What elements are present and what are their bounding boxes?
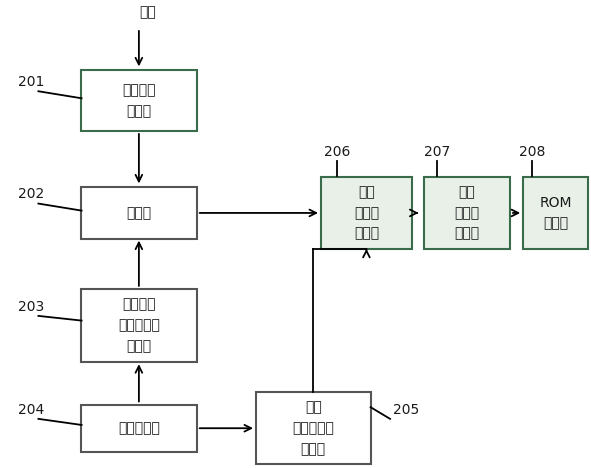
Text: ROM
查找表: ROM 查找表 [540,196,571,230]
Text: 206: 206 [324,145,350,159]
Text: 数据变化
检测器: 数据变化 检测器 [122,83,155,118]
Text: 201: 201 [18,75,44,89]
Text: 载波
相位控制字
发生器: 载波 相位控制字 发生器 [293,401,334,456]
Bar [424,176,509,249]
Bar [255,392,371,464]
Text: 203: 203 [18,300,44,314]
Text: 选通器: 选通器 [126,206,151,220]
Bar [81,405,196,452]
Text: 205: 205 [393,402,419,417]
Bar [81,187,196,239]
Bar [523,176,588,249]
Bar [81,289,196,361]
Bar [320,176,413,249]
Text: 频率选择器: 频率选择器 [118,421,160,435]
Bar [81,70,196,131]
Text: 额外累加
相位控制字
发生器: 额外累加 相位控制字 发生器 [118,298,160,353]
Text: 207: 207 [424,145,450,159]
Text: 相位
控制字
计算器: 相位 控制字 计算器 [354,185,379,241]
Text: 数据: 数据 [139,5,156,19]
Text: 204: 204 [18,402,44,417]
Text: 208: 208 [519,145,545,159]
Text: 202: 202 [18,187,44,201]
Text: 相位
控制字
累加器: 相位 控制字 累加器 [454,185,479,241]
